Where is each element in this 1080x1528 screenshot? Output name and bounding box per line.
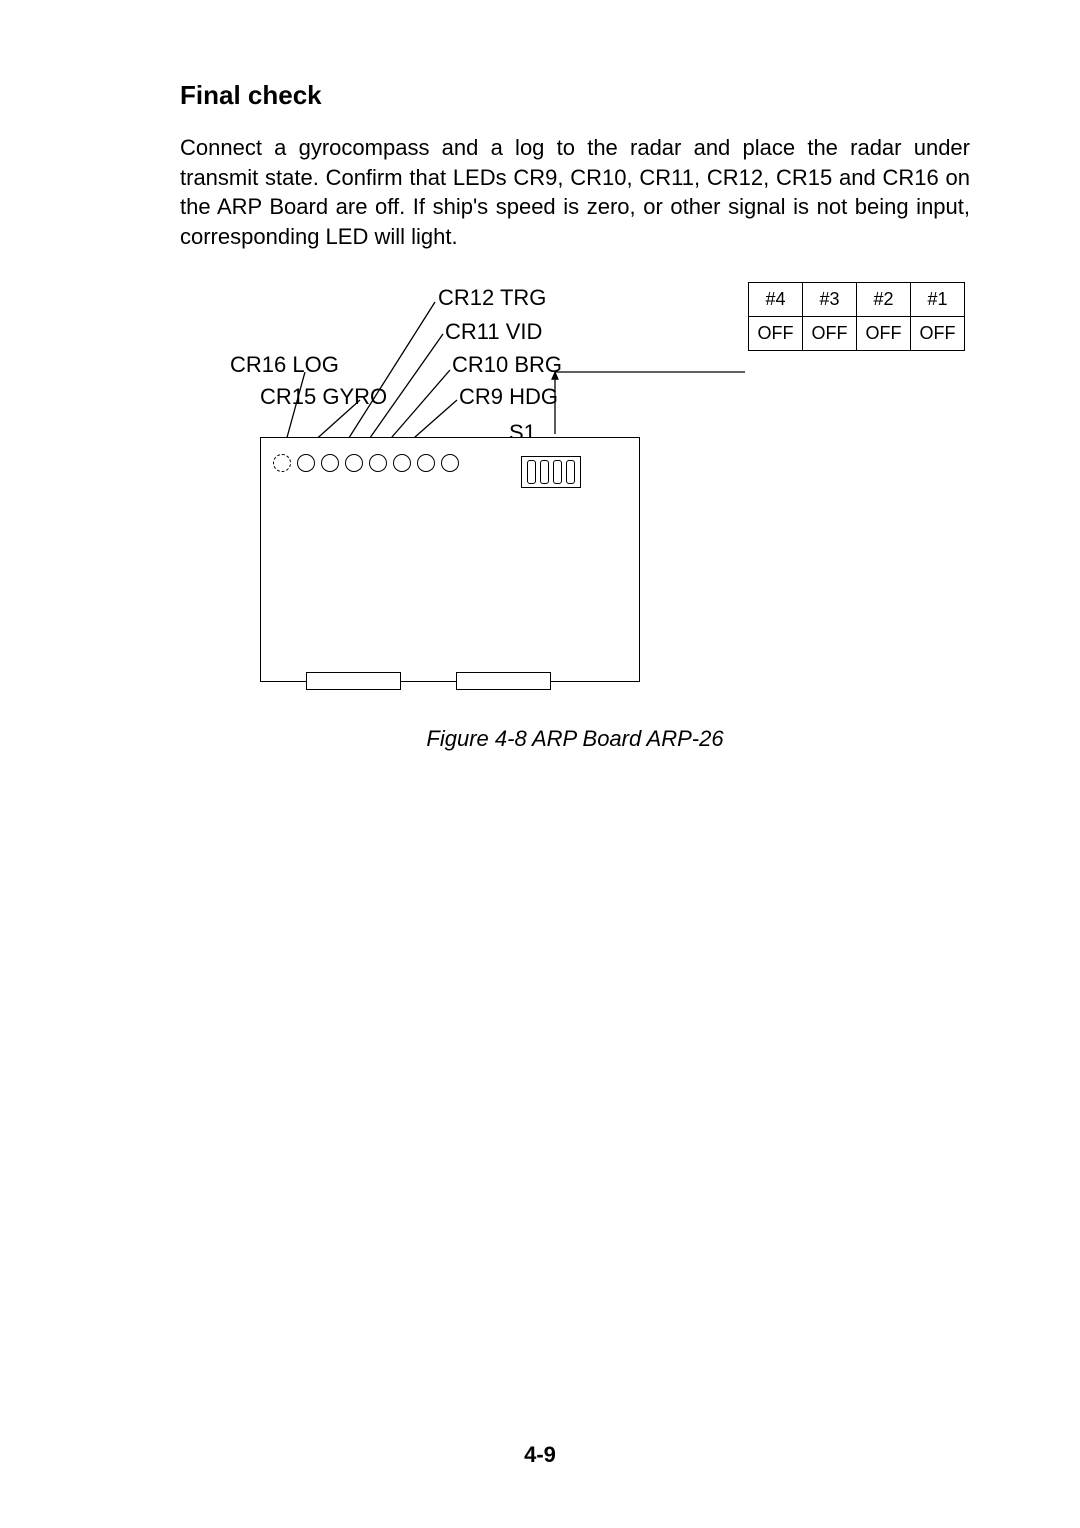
table-row: #4 #3 #2 #1 xyxy=(749,282,965,316)
label-cr12: CR12 TRG xyxy=(438,285,546,311)
table-cell: #1 xyxy=(911,282,965,316)
label-cr15: CR15 GYRO xyxy=(260,384,387,410)
table-cell: OFF xyxy=(803,316,857,350)
table-cell: OFF xyxy=(857,316,911,350)
dip-segment xyxy=(553,460,562,484)
dip-switch-s1 xyxy=(521,456,581,488)
dip-segment xyxy=(527,460,536,484)
body-paragraph: Connect a gyrocompass and a log to the r… xyxy=(180,133,970,252)
table-cell: #3 xyxy=(803,282,857,316)
connector xyxy=(306,672,401,690)
led-icon xyxy=(417,454,435,472)
led-icon xyxy=(393,454,411,472)
led-icon xyxy=(369,454,387,472)
connector xyxy=(456,672,551,690)
dip-segment xyxy=(540,460,549,484)
label-cr11: CR11 VID xyxy=(445,319,542,345)
table-row: OFF OFF OFF OFF xyxy=(749,316,965,350)
figure-caption: Figure 4-8 ARP Board ARP-26 xyxy=(180,726,970,752)
dip-switch-table: #4 #3 #2 #1 OFF OFF OFF OFF xyxy=(748,282,965,351)
led-icon xyxy=(441,454,459,472)
section-heading: Final check xyxy=(180,80,970,111)
table-cell: #2 xyxy=(857,282,911,316)
dip-segment xyxy=(566,460,575,484)
led-icon xyxy=(321,454,339,472)
table-cell: OFF xyxy=(911,316,965,350)
table-cell: #4 xyxy=(749,282,803,316)
figure-area: CR16 LOG CR15 GYRO CR12 TRG CR11 VID CR1… xyxy=(185,282,965,712)
label-cr9: CR9 HDG xyxy=(459,384,558,410)
led-icon xyxy=(273,454,291,472)
label-cr10: CR10 BRG xyxy=(452,352,562,378)
arp-board xyxy=(260,437,640,682)
page-number: 4-9 xyxy=(0,1442,1080,1468)
led-row xyxy=(273,454,459,472)
page: Final check Connect a gyrocompass and a … xyxy=(0,0,1080,752)
table-cell: OFF xyxy=(749,316,803,350)
led-icon xyxy=(345,454,363,472)
label-cr16: CR16 LOG xyxy=(230,352,339,378)
led-icon xyxy=(297,454,315,472)
